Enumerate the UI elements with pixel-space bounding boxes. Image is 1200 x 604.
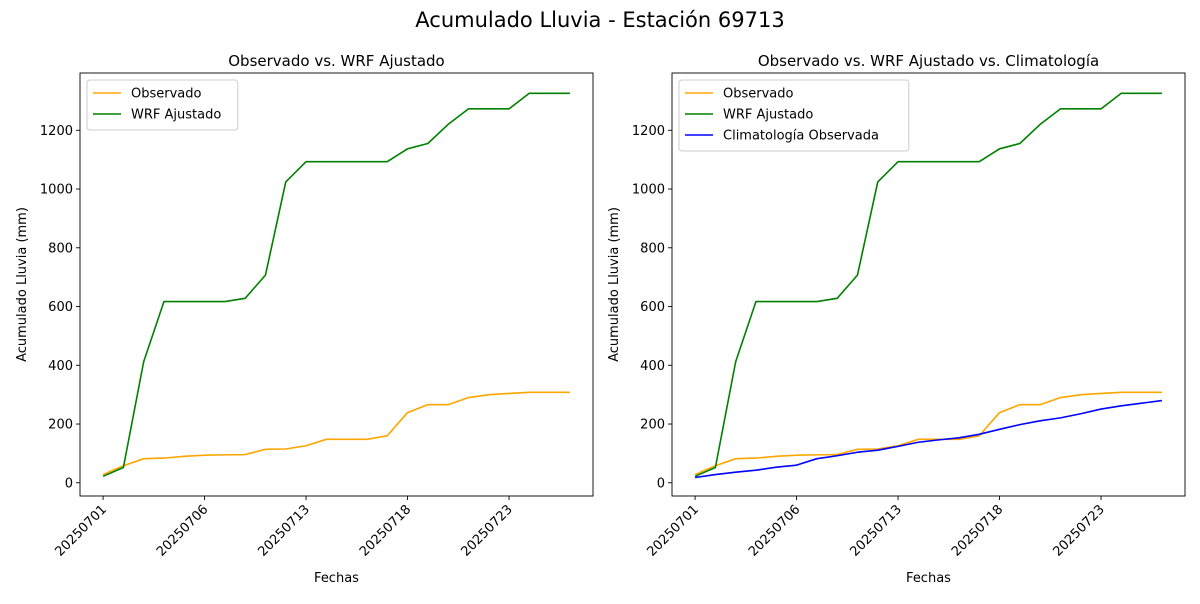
y-tick-label: 1000 bbox=[632, 183, 665, 198]
chart-panel-2: Observado vs. WRF Ajustado vs. Climatolo… bbox=[607, 52, 1186, 586]
series-group bbox=[102, 92, 570, 478]
x-tick-label: 20250718 bbox=[949, 502, 1006, 559]
y-tick-label: 400 bbox=[640, 359, 665, 374]
x-tick-label: 20250723 bbox=[1050, 502, 1107, 559]
chart-title: Observado vs. WRF Ajustado vs. Climatolo… bbox=[758, 52, 1099, 70]
series-line-observado bbox=[694, 391, 1162, 476]
axes-frame bbox=[79, 72, 594, 497]
legend: Observado WRF Ajustado bbox=[86, 79, 239, 131]
legend-label: Climatología Observada bbox=[723, 129, 879, 144]
y-tick-label: 200 bbox=[48, 418, 73, 433]
figure-title: Acumulado Lluvia - Estación 69713 bbox=[415, 8, 785, 32]
x-tick-label: 20250713 bbox=[255, 502, 312, 559]
chart-panel-1: Observado vs. WRF Ajustado 0 200 400 600 800 1… bbox=[15, 52, 594, 586]
series-line-climatología-observada bbox=[694, 399, 1163, 479]
legend: Observado WRF Ajustado Climatología Observ… bbox=[678, 79, 910, 152]
x-tick-label: 20250701 bbox=[645, 502, 702, 559]
series-line-wrf-ajustado bbox=[694, 92, 1162, 478]
y-tick-label: 600 bbox=[640, 300, 665, 315]
y-tick-label: 1200 bbox=[40, 124, 73, 139]
x-tick-label: 20250713 bbox=[847, 502, 904, 559]
x-axis-label: Fechas bbox=[906, 571, 951, 586]
legend-label: Observado bbox=[131, 87, 202, 102]
legend-label: Observado bbox=[723, 87, 794, 102]
y-tick-label: 800 bbox=[640, 241, 665, 256]
x-axis-label: Fechas bbox=[314, 571, 359, 586]
x-tick-label: 20250723 bbox=[458, 502, 515, 559]
series-line-wrf-ajustado bbox=[102, 92, 570, 478]
y-tick-label: 1200 bbox=[632, 124, 665, 139]
x-tick-label: 20250706 bbox=[746, 502, 803, 559]
y-tick-label: 1000 bbox=[40, 183, 73, 198]
series-line-observado bbox=[102, 391, 570, 476]
y-tick-label: 600 bbox=[48, 300, 73, 315]
x-tick-label: 20250701 bbox=[53, 502, 110, 559]
y-axis-label: Acumulado Lluvia (mm) bbox=[607, 207, 622, 362]
y-tick-label: 800 bbox=[48, 241, 73, 256]
x-tick-label: 20250718 bbox=[357, 502, 414, 559]
y-tick-label: 400 bbox=[48, 359, 73, 374]
axes-frame bbox=[671, 72, 1186, 497]
chart-title: Observado vs. WRF Ajustado bbox=[228, 52, 444, 70]
y-tick-label: 200 bbox=[640, 418, 665, 433]
legend-label: WRF Ajustado bbox=[723, 108, 813, 123]
series-group bbox=[694, 92, 1163, 479]
y-tick-label: 0 bbox=[657, 476, 665, 491]
x-tick-label: 20250706 bbox=[154, 502, 211, 559]
y-axis-label: Acumulado Lluvia (mm) bbox=[15, 207, 30, 362]
y-tick-label: 0 bbox=[65, 476, 73, 491]
legend-label: WRF Ajustado bbox=[131, 108, 221, 123]
legend-box bbox=[678, 79, 910, 152]
legend-box bbox=[86, 79, 239, 131]
